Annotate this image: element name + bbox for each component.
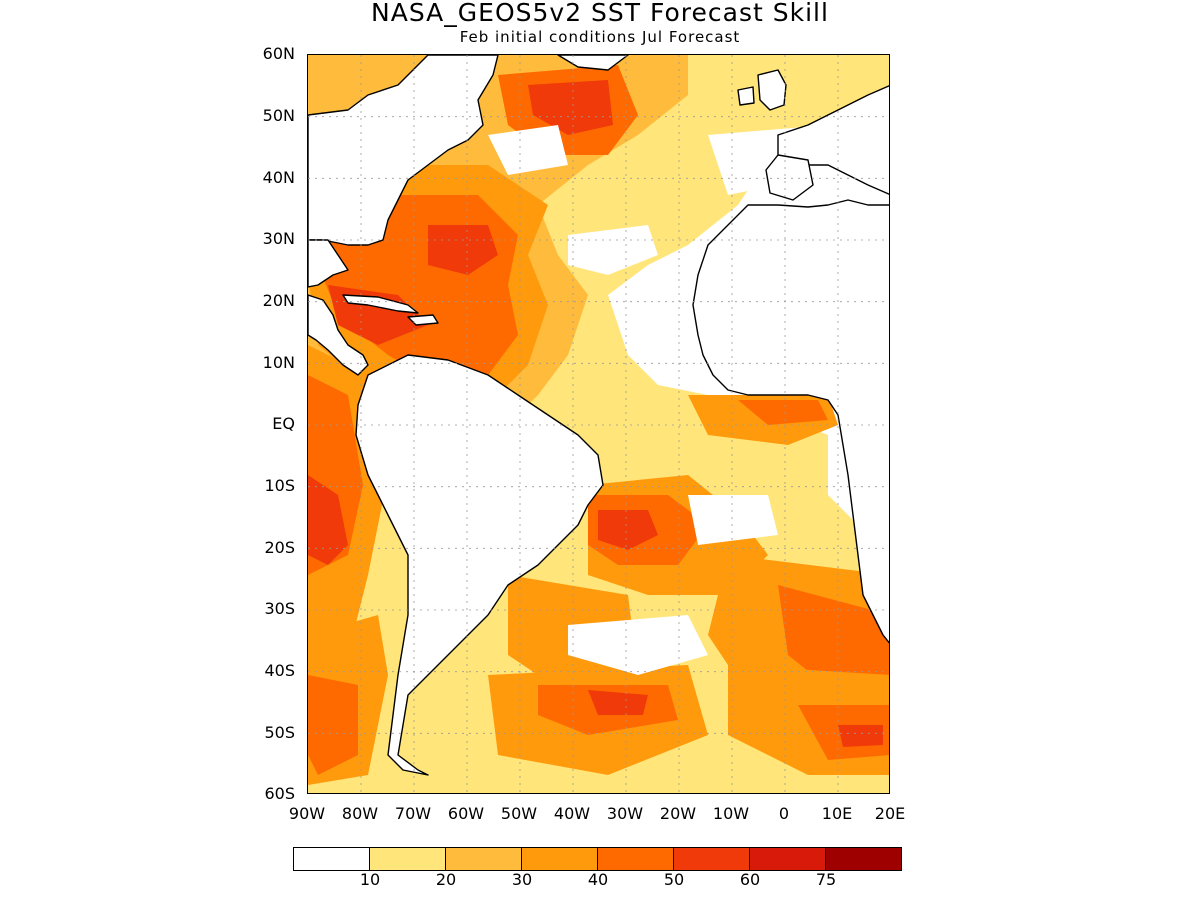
skill-region-50-60-brazil [598, 510, 658, 550]
land-iberia [765, 154, 814, 201]
colorbar-box [294, 848, 370, 870]
land-africa [692, 199, 889, 644]
lat-label: 60N [262, 44, 295, 63]
skill-region-50-60-south4 [838, 725, 883, 747]
skill-region-0-10-2 [488, 125, 568, 175]
skill-map [307, 54, 890, 794]
colorbar-box [370, 848, 446, 870]
lat-label: 60S [264, 784, 295, 803]
colorbar-label: 75 [815, 870, 837, 889]
colorbar-box [750, 848, 826, 870]
lat-label: 30S [264, 599, 295, 618]
plot-title: NASA_GEOS5v2 SST Forecast Skill [371, 0, 829, 27]
lat-label: 50N [262, 106, 295, 125]
colorbar-box [446, 848, 522, 870]
map-svg [308, 55, 889, 793]
lat-label: 40N [262, 168, 295, 187]
lon-label: 10W [712, 804, 750, 823]
colorbar-box [522, 848, 598, 870]
skill-region-40-50-south2 [778, 585, 889, 695]
colorbar-label: 10 [359, 870, 381, 889]
land-britain [757, 69, 787, 111]
skill-region-50-60-pacific [308, 475, 348, 565]
land-north-america [308, 55, 499, 246]
colorbar-box [826, 848, 901, 870]
lat-label: 10N [262, 353, 295, 372]
skill-region-50-60-nemax [528, 80, 613, 135]
land-cuba [342, 294, 419, 314]
lat-label: 40S [264, 661, 295, 680]
land-gulf-coast [308, 239, 349, 288]
lat-label: EQ [272, 414, 295, 433]
skill-region-50-60-north [428, 225, 498, 275]
lon-label: 20W [659, 804, 697, 823]
lon-label: 50W [500, 804, 538, 823]
land-ireland [737, 86, 755, 106]
colorbar-box [674, 848, 750, 870]
colorbar-box [598, 848, 674, 870]
grid-lines [308, 55, 889, 793]
land [308, 55, 889, 776]
plot-subtitle: Feb initial conditions Jul Forecast [459, 28, 741, 46]
lon-label: 60W [447, 804, 485, 823]
lat-label: 20S [264, 538, 295, 557]
lon-label: 70W [394, 804, 432, 823]
colorbar-label: 30 [511, 870, 533, 889]
land-south-america [355, 354, 604, 776]
lat-label: 50S [264, 723, 295, 742]
skill-region-0-10-1 [568, 225, 658, 275]
skill-region-40-50-guinea [738, 400, 828, 425]
lon-label: 40W [553, 804, 591, 823]
colorbar-label: 20 [435, 870, 457, 889]
lon-label: 20E [874, 804, 906, 823]
lon-label: 80W [341, 804, 379, 823]
lat-label: 10S [264, 476, 295, 495]
land-central-america [308, 294, 369, 376]
lon-label: 30W [606, 804, 644, 823]
lon-label: 90W [288, 804, 326, 823]
colorbar-label: 60 [739, 870, 761, 889]
colorbar-label: 50 [663, 870, 685, 889]
land-hispaniola [407, 314, 439, 326]
skill-region-0-10-3 [568, 615, 708, 675]
land-greenland [557, 55, 629, 71]
skill-region-0-10-4 [688, 495, 778, 545]
colorbar-label: 40 [587, 870, 609, 889]
skill-region-50-60-south3 [588, 690, 648, 715]
lat-label: 30N [262, 229, 295, 248]
lat-label: 20N [262, 291, 295, 310]
skill-region-40-50-sw [308, 675, 358, 775]
colorbar [293, 847, 902, 871]
lon-label: 0 [778, 804, 790, 823]
lon-label: 10E [821, 804, 853, 823]
